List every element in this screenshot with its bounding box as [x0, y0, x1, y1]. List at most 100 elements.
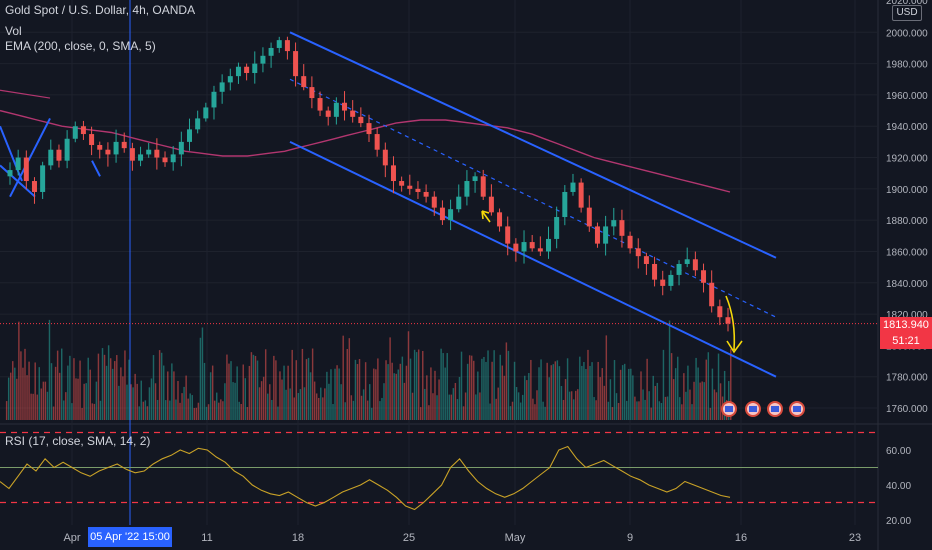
ema-stub: [0, 89, 51, 99]
volume-bar: [642, 389, 644, 420]
volume-bar: [585, 369, 587, 420]
currency-button[interactable]: USD: [892, 5, 922, 21]
volume-bar: [434, 370, 436, 420]
volume-bar: [560, 386, 563, 420]
symbol-title[interactable]: Gold Spot / U.S. Dollar, 4h, OANDA: [5, 3, 196, 17]
volume-bar: [246, 406, 249, 420]
volume-bar: [448, 394, 450, 420]
candle-body: [635, 248, 641, 257]
volume-bar: [579, 356, 581, 420]
rsi-tick-label: 20.00: [886, 516, 911, 527]
volume-bar: [354, 359, 357, 420]
volume-bar: [426, 375, 428, 420]
candle-body: [554, 217, 560, 239]
candle-body: [725, 317, 731, 324]
time-tick-label: 16: [735, 532, 747, 544]
volume-bar: [366, 400, 369, 420]
volume-bar: [154, 383, 157, 420]
candle-body: [56, 149, 62, 161]
volume-bar: [177, 381, 179, 420]
rsi-legend[interactable]: RSI (17, close, SMA, 14, 2): [5, 434, 151, 448]
candle-body: [72, 126, 78, 139]
volume-bar: [589, 365, 591, 420]
time-tick-label: May: [505, 532, 526, 544]
volume-bar: [548, 377, 550, 420]
event-icons[interactable]: [721, 401, 805, 417]
volume-bar: [609, 379, 612, 420]
candle-body: [7, 170, 13, 177]
volume-bar: [479, 392, 481, 420]
volume-bar: [136, 383, 138, 420]
volume-bar: [236, 366, 238, 420]
volume-bar: [238, 401, 240, 420]
volume-bar: [544, 406, 546, 420]
candle-body: [268, 47, 274, 56]
volume-bar: [126, 384, 128, 420]
event-flag-icon[interactable]: [789, 401, 805, 417]
vol-legend[interactable]: Vol: [5, 24, 22, 38]
volume-bar: [130, 384, 132, 420]
time-tick-label: 18: [292, 532, 304, 544]
volume-bar: [701, 381, 703, 420]
volume-bar: [216, 392, 218, 420]
volume-bar: [185, 375, 187, 420]
volume-bar: [630, 368, 632, 420]
volume-bar: [477, 371, 479, 420]
volume-bar: [336, 365, 338, 420]
volume-bar: [156, 399, 159, 420]
candle-body: [195, 118, 201, 130]
volume-bar: [352, 400, 355, 420]
volume-bar: [601, 368, 603, 420]
volume-bar: [28, 361, 30, 420]
volume-bar: [240, 403, 242, 420]
volume-bar: [381, 397, 383, 420]
volume-bar: [230, 361, 232, 420]
volume-bar: [256, 360, 259, 420]
candle-body: [570, 182, 576, 192]
volume-bar: [56, 350, 59, 420]
volume-bar: [89, 369, 91, 420]
volume-bar: [489, 403, 491, 420]
volume-bar: [181, 393, 183, 420]
ema-legend[interactable]: EMA (200, close, 0, SMA, 5): [5, 39, 156, 53]
volume-bar: [289, 388, 291, 420]
event-flag-icon: [771, 406, 779, 412]
volume-bar: [330, 369, 332, 420]
candle-body: [113, 141, 119, 155]
volume-bar: [699, 382, 701, 420]
event-flag-icon[interactable]: [745, 401, 761, 417]
candle-body: [594, 226, 600, 244]
volume-bar: [146, 406, 149, 420]
candle-body: [358, 116, 364, 124]
volume-bar: [162, 365, 165, 420]
volume-bar: [528, 373, 530, 420]
event-flag-icon[interactable]: [767, 401, 783, 417]
event-flag-icon[interactable]: [721, 401, 737, 417]
volume-bar: [626, 400, 628, 420]
candle-body: [211, 91, 217, 108]
candle-body: [162, 157, 168, 163]
price-tick-label: 1940.000: [886, 122, 928, 133]
volume-bar: [48, 319, 51, 420]
volume-bar: [532, 398, 534, 420]
volume-bar: [466, 363, 469, 420]
volume-bar: [87, 357, 89, 420]
volume-bar: [95, 381, 98, 420]
volume-bar: [475, 394, 477, 420]
volume-bar: [430, 367, 432, 420]
volume-bar: [169, 400, 171, 420]
candle-body: [317, 98, 323, 111]
volume-bar: [521, 394, 524, 420]
volume-bar: [303, 387, 306, 420]
time-tick-label: 25: [403, 532, 415, 544]
price-tick-label: 1920.000: [886, 154, 928, 165]
volume-bar: [218, 402, 220, 420]
volume-bar: [707, 352, 710, 420]
volume-bar: [52, 406, 55, 420]
volume-bar: [315, 393, 318, 420]
candle-body: [439, 207, 445, 221]
volume-bar: [109, 358, 112, 420]
volume-bar: [344, 402, 346, 420]
volume-bar: [65, 392, 67, 420]
